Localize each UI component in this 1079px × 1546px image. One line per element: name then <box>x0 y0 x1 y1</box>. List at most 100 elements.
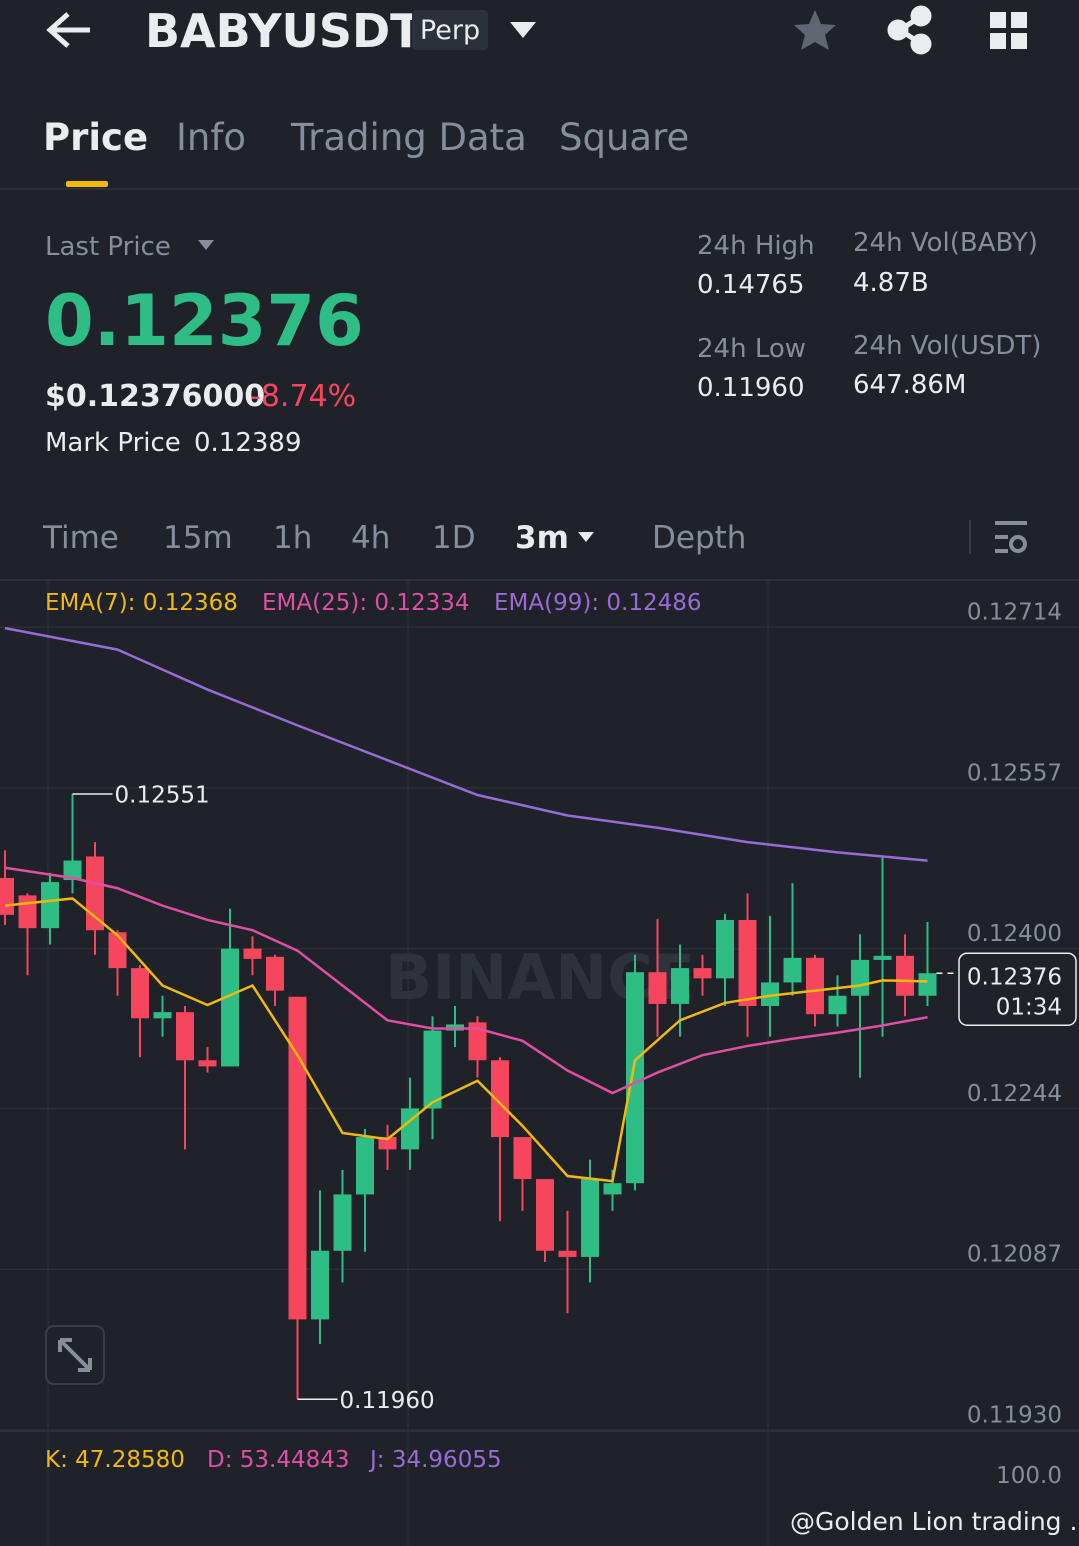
interval-dropdown[interactable] <box>578 532 594 542</box>
candle-body <box>266 956 284 991</box>
candle-body <box>176 1012 194 1061</box>
candle-body <box>63 860 82 881</box>
tab[interactable]: Trading Data <box>291 116 527 159</box>
tab-indicator <box>66 181 108 187</box>
interval[interactable]: Time <box>43 520 119 556</box>
candle-body <box>693 968 712 979</box>
candle-body <box>648 972 667 1004</box>
plot: BINANCE 0.12714 0.12557 0.12400 0.12244 0.120… <box>0 600 1079 1431</box>
price-tag-value: 0.12376 <box>967 965 1062 991</box>
kdj-label: J: 34.96055 <box>370 1447 502 1473</box>
ema-line <box>4 866 928 1095</box>
candle-body <box>918 973 937 996</box>
interval[interactable]: 4h <box>351 520 391 556</box>
y-tick-label: 0.12244 <box>967 1081 1062 1107</box>
candle-body <box>131 968 149 1019</box>
last-price: 0.12376 <box>45 280 364 362</box>
candle-body <box>108 932 127 969</box>
menu-icon[interactable] <box>990 12 1027 49</box>
tab[interactable]: Info <box>176 116 247 159</box>
interval[interactable]: 3m <box>515 520 569 556</box>
candle-body <box>513 1137 532 1180</box>
candle-body <box>18 895 37 929</box>
candle-body <box>783 957 802 983</box>
ema-legend: EMA(25): 0.12334 <box>262 590 470 616</box>
share-icon[interactable] <box>887 5 932 55</box>
credit: @Golden Lion trading ... <box>790 1507 1079 1536</box>
watermark: BINANCE <box>385 941 695 1014</box>
ema-line <box>4 626 928 862</box>
y-tick-label: 0.12714 <box>967 600 1062 626</box>
chart-settings-icon[interactable] <box>995 521 1027 553</box>
stat-value: 0.11960 <box>697 373 805 403</box>
favorite-icon[interactable] <box>794 10 836 50</box>
low-label: 0.11960 <box>340 1388 435 1414</box>
candle-body <box>221 948 239 1067</box>
interval[interactable]: 1D <box>432 520 476 556</box>
ema-legend: EMA(7): 0.12368 <box>45 590 238 616</box>
mark-price-label: Mark Price <box>45 428 181 458</box>
stat-label: 24h High <box>697 231 815 261</box>
high-label: 0.12551 <box>115 783 210 809</box>
symbol-dropdown[interactable] <box>510 22 536 38</box>
candle-body <box>851 959 869 996</box>
candle-body <box>896 955 914 996</box>
interval[interactable]: 1h <box>273 520 313 556</box>
y-tick-label: 0.12557 <box>967 760 1062 786</box>
grid-vertical <box>47 580 769 1546</box>
kdj-label: D: 53.44843 <box>207 1447 350 1473</box>
last-price-label: Last Price <box>45 232 171 262</box>
badge: Perp <box>412 10 488 50</box>
candle-body <box>491 1060 509 1138</box>
candle-body <box>86 856 104 931</box>
candle-body <box>423 1030 442 1109</box>
stat-label: 24h Low <box>697 334 807 364</box>
candle-body <box>356 1137 374 1195</box>
candle-body <box>716 919 734 979</box>
candle-body <box>626 972 644 1184</box>
stat-value: 647.86M <box>853 370 967 400</box>
candle-body <box>198 1060 217 1067</box>
candle-body <box>873 955 892 960</box>
mark-price: 0.12389 <box>194 428 302 458</box>
candle-body <box>536 1179 554 1251</box>
interval[interactable]: Depth <box>652 520 747 556</box>
candle-body <box>468 1022 487 1061</box>
candle-body <box>401 1108 419 1150</box>
kdj-tick: 100.0 <box>996 1463 1062 1489</box>
y-tick-label: 0.11930 <box>967 1403 1062 1429</box>
symbol: BABYUSDT <box>145 4 422 58</box>
price-tag-countdown: 01:34 <box>996 995 1062 1021</box>
stat-label: 24h Vol(USDT) <box>853 331 1042 361</box>
candle-body <box>378 1137 397 1150</box>
tab[interactable]: Price <box>43 116 149 159</box>
price-dropdown[interactable] <box>198 240 214 250</box>
price-tag <box>958 952 1077 1026</box>
candle-body <box>153 1012 172 1019</box>
expand-button[interactable] <box>45 1325 105 1385</box>
usd-price: $0.12376000 <box>45 379 266 414</box>
candle-body <box>603 1183 622 1195</box>
candle-body <box>288 996 307 1320</box>
candle-body <box>311 1250 329 1320</box>
candle-body <box>581 1179 599 1257</box>
candle-body <box>738 919 757 1006</box>
candle-body <box>828 995 847 1015</box>
tab[interactable]: Square <box>559 116 690 159</box>
candle-body <box>41 882 59 929</box>
candle-body <box>671 968 689 1004</box>
candle-body <box>333 1194 352 1251</box>
candle-body <box>806 957 824 1015</box>
interval[interactable]: 15m <box>163 520 233 556</box>
kdj-label: K: 47.28580 <box>45 1447 185 1473</box>
ema-legend: EMA(99): 0.12486 <box>494 590 702 616</box>
stat-value: 0.14765 <box>697 270 805 300</box>
stat-label: 24h Vol(BABY) <box>853 228 1038 258</box>
candle-body <box>0 877 14 915</box>
candle-body <box>243 948 262 959</box>
back-icon[interactable] <box>46 12 90 48</box>
change: -8.74% <box>250 379 357 414</box>
y-tick-label: 0.12087 <box>967 1242 1062 1268</box>
